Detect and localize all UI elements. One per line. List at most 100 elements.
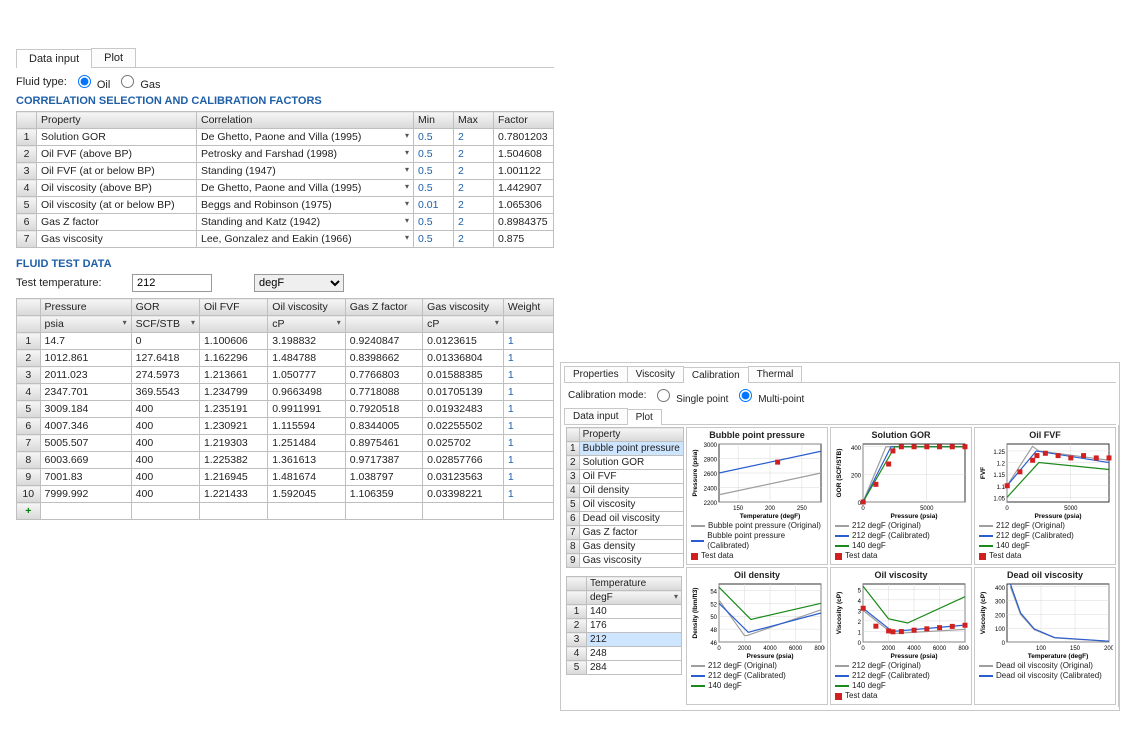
svg-text:1.2: 1.2: [997, 462, 1006, 468]
add-row[interactable]: +: [17, 503, 554, 520]
svg-text:2000: 2000: [882, 646, 896, 652]
svg-text:100: 100: [995, 627, 1006, 633]
svg-text:400: 400: [995, 586, 1006, 592]
list-item[interactable]: 3Oil FVF: [567, 470, 684, 484]
svg-text:Density (lbm/ft3): Density (lbm/ft3): [692, 588, 699, 639]
svg-text:5: 5: [858, 588, 862, 594]
list-item[interactable]: 8Gas density: [567, 540, 684, 554]
tab-calibration[interactable]: Calibration: [683, 367, 749, 383]
chart-dead-oil-viscosity: Dead oil viscosity0100200300400100150200…: [974, 567, 1116, 705]
list-item[interactable]: 2176: [567, 619, 682, 633]
chart-solution-gor: Solution GOR020040005000Pressure (psia)G…: [830, 427, 972, 565]
table-row[interactable]: 42347.701369.55431.2347990.96634980.7718…: [17, 384, 554, 401]
subtab-data-input[interactable]: Data input: [564, 408, 628, 424]
property-list: Property1Bubble point pressure2Solution …: [566, 427, 684, 568]
svg-text:1.25: 1.25: [993, 450, 1005, 456]
list-item[interactable]: 2Solution GOR: [567, 456, 684, 470]
svg-text:3000: 3000: [704, 443, 718, 449]
scrollbar[interactable]: [1118, 425, 1119, 707]
table-row[interactable]: 6Gas Z factorStanding and Katz (1942)▾0.…: [17, 214, 554, 231]
list-item[interactable]: 5Oil viscosity: [567, 498, 684, 512]
left-panel: Data input Plot Fluid type: Oil Gas CORR…: [16, 48, 554, 520]
svg-text:Pressure (psia): Pressure (psia): [692, 450, 699, 497]
svg-text:0: 0: [1005, 506, 1009, 512]
list-item[interactable]: 4Oil density: [567, 484, 684, 498]
test-temp-unit[interactable]: degF: [254, 274, 344, 292]
list-item[interactable]: 4248: [567, 647, 682, 661]
table-row[interactable]: 5Oil viscosity (at or below BP)Beggs and…: [17, 197, 554, 214]
subtab-plot[interactable]: Plot: [627, 409, 662, 425]
table-row[interactable]: 97001.834001.2169451.4816741.0387970.031…: [17, 469, 554, 486]
list-item[interactable]: 1140: [567, 605, 682, 619]
svg-text:Pressure (psia): Pressure (psia): [891, 513, 938, 520]
temperature-list: TemperaturedegF▾11402176321242485284: [566, 576, 682, 675]
svg-text:300: 300: [995, 600, 1006, 606]
charts-grid: Bubble point pressure2200240026002800300…: [684, 425, 1118, 707]
svg-text:Pressure (psia): Pressure (psia): [891, 653, 938, 660]
calibration-mode-row: Calibration mode: Single point Multi-poi…: [564, 383, 1116, 408]
table-row[interactable]: 107999.9924001.2214331.5920451.1063590.0…: [17, 486, 554, 503]
table-row[interactable]: 21012.861127.64181.1622961.4847880.83986…: [17, 350, 554, 367]
svg-text:6000: 6000: [789, 646, 803, 652]
fluid-test-table: PressureGOROil FVFOil viscosityGas Z fac…: [16, 298, 554, 520]
list-item[interactable]: 9Gas viscosity: [567, 554, 684, 568]
fluid-test-heading: FLUID TEST DATA: [16, 258, 554, 270]
svg-text:0: 0: [861, 506, 865, 512]
table-row[interactable]: 7Gas viscosityLee, Gonzalez and Eakin (1…: [17, 231, 554, 248]
table-row[interactable]: 32011.023274.59731.2136611.0507770.77668…: [17, 367, 554, 384]
tab-properties[interactable]: Properties: [564, 366, 628, 382]
svg-text:0: 0: [717, 646, 721, 652]
list-item[interactable]: 1Bubble point pressure: [567, 442, 684, 456]
svg-text:0: 0: [1002, 641, 1006, 647]
fluid-type-oil[interactable]: Oil: [73, 72, 111, 91]
svg-text:1.15: 1.15: [993, 473, 1005, 479]
fluid-type-gas[interactable]: Gas: [116, 72, 160, 91]
fluid-type-label: Fluid type:: [16, 76, 67, 88]
svg-text:2800: 2800: [704, 458, 718, 464]
list-item[interactable]: 6Dead oil viscosity: [567, 512, 684, 526]
table-row[interactable]: 4Oil viscosity (above BP)De Ghetto, Paon…: [17, 180, 554, 197]
tab-plot[interactable]: Plot: [91, 48, 136, 67]
tab-thermal[interactable]: Thermal: [748, 366, 803, 382]
cal-mode-multi[interactable]: Multi-point: [734, 386, 804, 405]
table-row[interactable]: 64007.3464001.2309211.1155940.83440050.0…: [17, 418, 554, 435]
svg-text:150: 150: [733, 506, 744, 512]
svg-text:200: 200: [995, 613, 1006, 619]
list-item[interactable]: 5284: [567, 661, 682, 675]
svg-text:Pressure (psia): Pressure (psia): [1035, 513, 1082, 520]
right-side-lists: Property1Bubble point pressure2Solution …: [564, 425, 684, 707]
table-row[interactable]: 1Solution GORDe Ghetto, Paone and Villa …: [17, 129, 554, 146]
svg-text:5000: 5000: [920, 506, 934, 512]
svg-text:GOR (SCF/STB): GOR (SCF/STB): [836, 449, 843, 498]
table-row[interactable]: 2Oil FVF (above BP)Petrosky and Farshad …: [17, 146, 554, 163]
svg-text:8000: 8000: [814, 646, 825, 652]
svg-text:100: 100: [1036, 646, 1047, 652]
svg-text:Pressure (psia): Pressure (psia): [747, 653, 794, 660]
table-row[interactable]: 53009.1844001.2351910.99119910.79205180.…: [17, 401, 554, 418]
right-panel: PropertiesViscosityCalibrationThermal Ca…: [560, 362, 1120, 711]
test-temp-label: Test temperature:: [16, 277, 126, 289]
svg-text:1.1: 1.1: [997, 485, 1006, 491]
svg-text:5000: 5000: [1064, 506, 1078, 512]
table-row[interactable]: 3Oil FVF (at or below BP)Standing (1947)…: [17, 163, 554, 180]
table-row[interactable]: 86003.6694001.2253821.3616130.97173870.0…: [17, 452, 554, 469]
right-content: Property1Bubble point pressure2Solution …: [564, 425, 1116, 707]
left-tabs: Data input Plot: [16, 48, 554, 68]
chart-bubble-point-pressure: Bubble point pressure2200240026002800300…: [686, 427, 828, 565]
svg-text:2600: 2600: [704, 472, 718, 478]
svg-text:8000: 8000: [958, 646, 969, 652]
tab-data-input[interactable]: Data input: [16, 49, 92, 68]
svg-text:1: 1: [858, 630, 862, 636]
test-temp-input[interactable]: [132, 274, 212, 292]
svg-text:6000: 6000: [933, 646, 947, 652]
table-row[interactable]: 75005.5074001.2193031.2514840.89754610.0…: [17, 435, 554, 452]
list-item[interactable]: 3212: [567, 633, 682, 647]
table-row[interactable]: 114.701.1006063.1988320.92408470.0123615…: [17, 333, 554, 350]
svg-text:Temperature (degF): Temperature (degF): [1028, 653, 1089, 660]
cal-mode-single[interactable]: Single point: [652, 386, 728, 405]
tab-viscosity[interactable]: Viscosity: [627, 366, 684, 382]
svg-text:48: 48: [710, 628, 717, 634]
calibration-mode-label: Calibration mode:: [568, 390, 646, 401]
svg-text:150: 150: [1070, 646, 1081, 652]
list-item[interactable]: 7Gas Z factor: [567, 526, 684, 540]
